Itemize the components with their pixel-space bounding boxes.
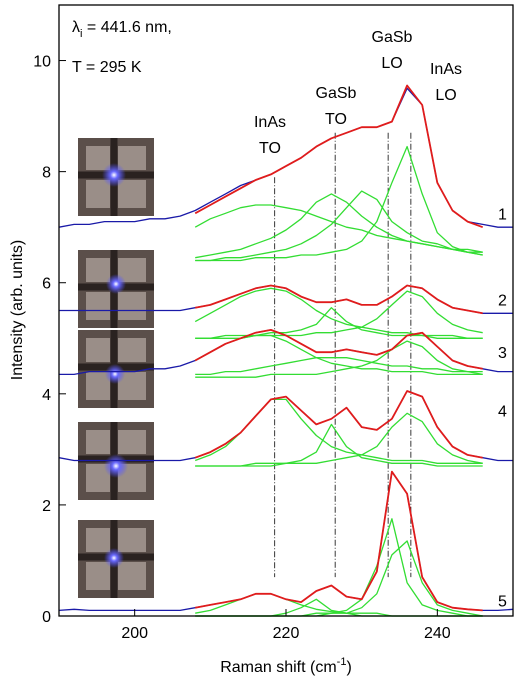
peak-label: LO [381, 55, 402, 72]
peak-label: GaSb [316, 85, 357, 102]
spectrum-label: 1 [498, 206, 507, 223]
spectrum-line [194, 329, 483, 370]
spectrum-line [195, 540, 483, 617]
spectrum-line [195, 190, 483, 262]
inset-images [78, 138, 154, 598]
spectrum-line [195, 412, 483, 467]
spectrum-line [195, 470, 483, 612]
spectrum-line [195, 284, 483, 315]
x-tick-label: 200 [121, 625, 148, 642]
y-tick-label: 10 [33, 54, 51, 71]
spectrum-line [195, 518, 483, 617]
spectrum-label: 2 [498, 292, 507, 309]
spectrum-line [194, 390, 483, 459]
temperature-label: T = 295 K [72, 59, 142, 76]
x-axis-label: Raman shift (cm-1) [220, 656, 352, 676]
annotations: λi = 441.6 nm, T = 295 K InAs TO GaSb TO… [9, 19, 462, 676]
peak-label: TO [259, 140, 281, 157]
peak-label: TO [325, 111, 347, 128]
spectrum-label: 3 [498, 345, 507, 362]
y-tick-label: 2 [42, 498, 51, 515]
spectrum-line [194, 287, 483, 339]
peak-label: LO [435, 87, 456, 104]
x-tick-label: 220 [273, 625, 300, 642]
y-tick-label: 6 [42, 276, 51, 293]
y-tick-label: 0 [42, 609, 51, 626]
spectrum-line [195, 145, 483, 262]
y-tick-label: 4 [42, 387, 51, 404]
spectrum-line [195, 307, 483, 339]
spectrum-line [195, 340, 483, 378]
y-axis-label: Intensity (arb. units) [9, 240, 26, 381]
excitation-label: λi = 441.6 nm, [72, 19, 172, 40]
x-tick-label: 240 [424, 625, 451, 642]
spectrum-label: 4 [498, 403, 507, 420]
y-tick-label: 8 [42, 165, 51, 182]
peak-label: GaSb [372, 29, 413, 46]
peak-label: InAs [430, 61, 462, 78]
spectrum-label: 5 [498, 593, 507, 610]
spectrum-line [194, 84, 484, 229]
spectrum-line [195, 193, 483, 259]
spectrum-line [195, 357, 483, 376]
peak-label: InAs [254, 114, 286, 131]
